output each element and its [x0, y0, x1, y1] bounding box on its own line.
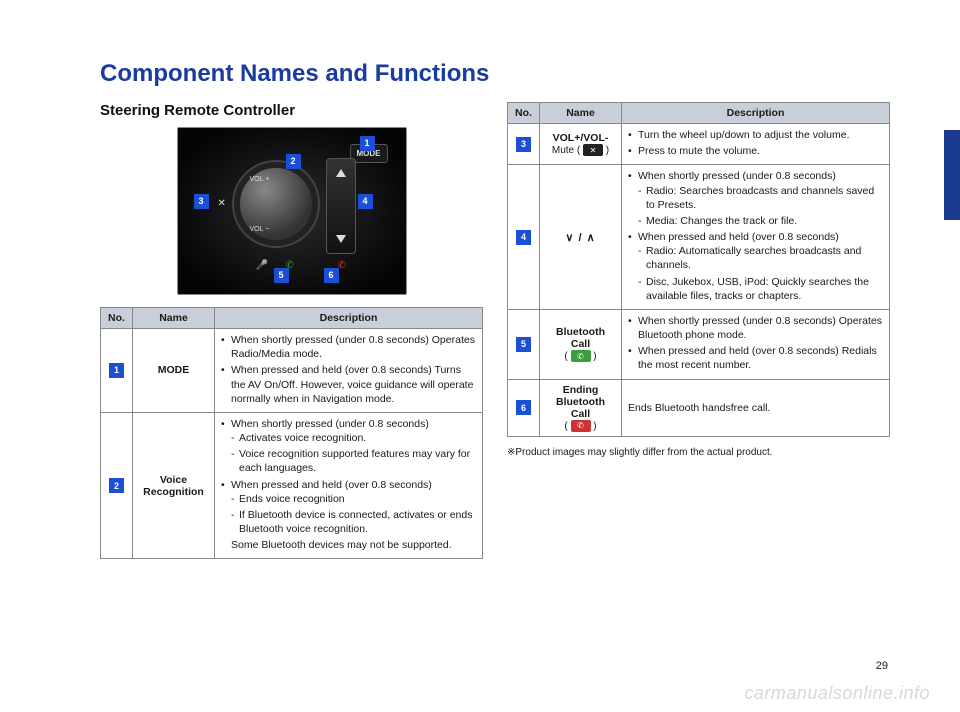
fig-label-volplus: VOL + — [250, 176, 270, 183]
end-call-icon: ✆ — [571, 420, 591, 432]
desc-item: When shortly pressed (under 0.8 seconds)… — [221, 417, 476, 476]
fig-label-volminus: VOL − — [250, 226, 270, 233]
table-row: 6 EndingBluetoothCall( ✆ ) Ends Bluetooth … — [508, 379, 890, 436]
desc-cell: Ends Bluetooth handsfree call. — [622, 379, 890, 436]
table-row: 4 ∨ / ∧ When shortly pressed (under 0.8 se… — [508, 165, 890, 310]
num-badge: 1 — [109, 363, 124, 378]
mute-icon: ✕ — [583, 144, 603, 156]
fig-rocker — [326, 158, 356, 254]
call-icon: ✆ — [571, 350, 591, 362]
section-tab — [944, 130, 960, 220]
desc-cell: When shortly pressed (under 0.8 seconds)… — [622, 165, 890, 310]
callout-badge: 2 — [286, 154, 301, 169]
name-cell: BluetoothCall( ✆ ) — [540, 309, 622, 379]
callout-badge: 4 — [358, 194, 373, 209]
name-cell: EndingBluetoothCall( ✆ ) — [540, 379, 622, 436]
desc-subitem: Ends voice recognition — [231, 492, 476, 506]
table-row: 5 BluetoothCall( ✆ )When shortly pressed … — [508, 309, 890, 379]
no-cell: 6 — [508, 379, 540, 436]
desc-tail: Some Bluetooth devices may not be suppor… — [231, 538, 476, 552]
desc-item: When pressed and held (over 0.8 seconds)… — [221, 363, 476, 406]
num-badge: 6 — [516, 400, 531, 415]
num-badge: 3 — [516, 137, 531, 152]
desc-subitem: Activates voice recognition. — [231, 431, 476, 445]
th-desc: Description — [622, 103, 890, 124]
mute-icon: ✕ — [218, 198, 226, 209]
callout-badge: 6 — [324, 268, 339, 283]
desc-item: Press to mute the volume. — [628, 144, 883, 158]
right-column: No. Name Description 3 VOL+/VOL-Mute ( ✕ … — [507, 102, 890, 559]
no-cell: 5 — [508, 309, 540, 379]
desc-item: Turn the wheel up/down to adjust the vol… — [628, 128, 883, 142]
content-columns: Steering Remote Controller MODE VOL + VO… — [100, 102, 890, 559]
function-table-right: No. Name Description 3 VOL+/VOL-Mute ( ✕ … — [507, 102, 890, 437]
controller-figure: MODE VOL + VOL − ✕ 🎤 ✆ ✆ 123456 — [177, 127, 407, 295]
name-cell: VOL+/VOL-Mute ( ✕ ) — [540, 124, 622, 165]
desc-item: When pressed and held (over 0.8 seconds)… — [628, 230, 883, 303]
left-column: Steering Remote Controller MODE VOL + VO… — [100, 102, 483, 559]
num-badge: 4 — [516, 230, 531, 245]
th-no: No. — [101, 308, 133, 329]
desc-cell: When shortly pressed (under 0.8 seconds)… — [215, 412, 483, 559]
no-cell: 3 — [508, 124, 540, 165]
no-cell: 1 — [101, 329, 133, 413]
th-name: Name — [540, 103, 622, 124]
table-row: 3 VOL+/VOL-Mute ( ✕ ) Turn the wheel up/do… — [508, 124, 890, 165]
desc-subitem: Disc, Jukebox, USB, iPod: Quickly search… — [638, 275, 883, 303]
desc-cell: Turn the wheel up/down to adjust the vol… — [622, 124, 890, 165]
desc-item: When shortly pressed (under 0.8 seconds)… — [628, 169, 883, 228]
desc-item: When shortly pressed (under 0.8 seconds)… — [628, 314, 883, 342]
callout-badge: 3 — [194, 194, 209, 209]
th-no: No. — [508, 103, 540, 124]
desc-item: When shortly pressed (under 0.8 seconds)… — [221, 333, 476, 361]
desc-cell: When shortly pressed (under 0.8 seconds)… — [215, 329, 483, 413]
function-table-left: No. Name Description 1 MODEWhen shortly p… — [100, 307, 483, 559]
desc-subitem: If Bluetooth device is connected, activa… — [231, 508, 476, 536]
th-desc: Description — [215, 308, 483, 329]
table-row: 2 VoiceRecognitionWhen shortly pressed (u… — [101, 412, 483, 559]
num-badge: 5 — [516, 337, 531, 352]
desc-item: When pressed and held (over 0.8 seconds)… — [628, 344, 883, 372]
no-cell: 4 — [508, 165, 540, 310]
desc-item: When pressed and held (over 0.8 seconds)… — [221, 478, 476, 553]
desc-subitem: Radio: Searches broadcasts and channels … — [638, 184, 883, 212]
page-number: 29 — [876, 660, 888, 672]
seek-icon: ∨ / ∧ — [565, 232, 595, 244]
callout-badge: 1 — [360, 136, 375, 151]
num-badge: 2 — [109, 478, 124, 493]
page-title: Component Names and Functions — [100, 60, 890, 88]
no-cell: 2 — [101, 412, 133, 559]
fig-dial — [234, 162, 318, 246]
desc-subitem: Radio: Automatically searches broadcasts… — [638, 244, 883, 272]
section-subtitle: Steering Remote Controller — [100, 102, 483, 119]
desc-subitem: Media: Changes the track or file. — [638, 214, 883, 228]
name-cell: ∨ / ∧ — [540, 165, 622, 310]
callout-badge: 5 — [274, 268, 289, 283]
end-icon: ✆ — [338, 260, 346, 271]
mic-icon: 🎤 — [256, 260, 268, 271]
th-name: Name — [133, 308, 215, 329]
desc-text: Ends Bluetooth handsfree call. — [628, 402, 883, 414]
name-cell: VoiceRecognition — [133, 412, 215, 559]
watermark: carmanualsonline.info — [744, 683, 930, 704]
desc-cell: When shortly pressed (under 0.8 seconds)… — [622, 309, 890, 379]
desc-subitem: Voice recognition supported features may… — [231, 447, 476, 475]
table-row: 1 MODEWhen shortly pressed (under 0.8 sec… — [101, 329, 483, 413]
footnote: ※Product images may slightly differ from… — [507, 447, 890, 458]
name-cell: MODE — [133, 329, 215, 413]
